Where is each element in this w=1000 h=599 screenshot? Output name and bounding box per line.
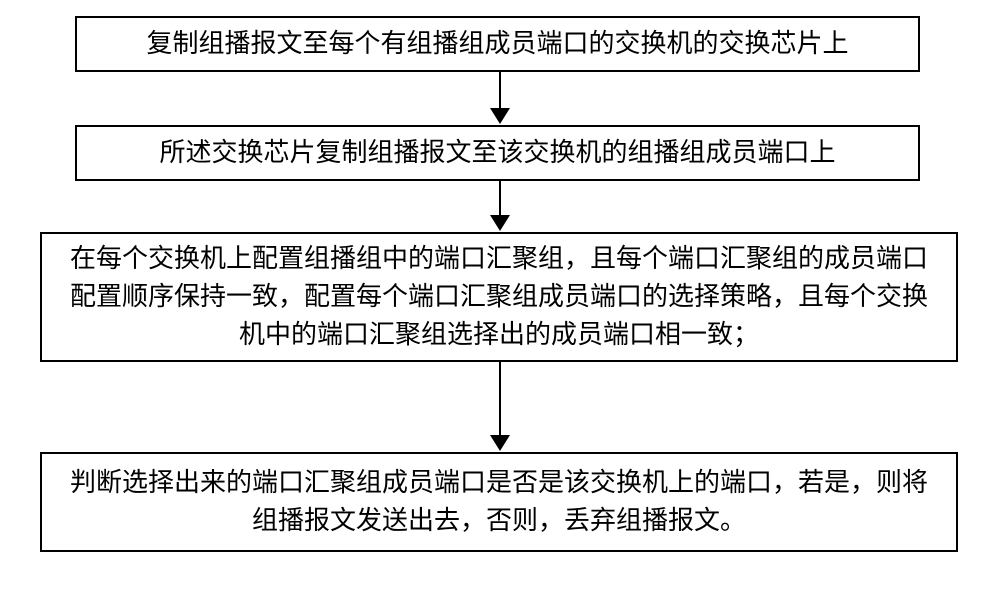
flow-arrow-1-line	[499, 72, 501, 108]
flowchart-canvas: 复制组播报文至每个有组播组成员端口的交换机的交换芯片上 所述交换芯片复制组播报文…	[0, 0, 1000, 599]
flow-node-1: 复制组播报文至每个有组播组成员端口的交换机的交换芯片上	[75, 16, 920, 72]
flow-node-2: 所述交换芯片复制组播报文至该交换机的组播组成员端口上	[75, 125, 920, 181]
flow-node-2-label: 所述交换芯片复制组播报文至该交换机的组播组成员端口上	[159, 134, 835, 172]
flow-arrow-3-line	[499, 362, 501, 435]
flow-node-3-label: 在每个交换机上配置组播组中的端口汇聚组，且每个端口汇聚组的成员端口配置顺序保持一…	[60, 240, 938, 353]
flow-arrow-1-head	[490, 108, 510, 124]
flow-arrow-2-line	[499, 181, 501, 215]
flow-node-1-label: 复制组播报文至每个有组播组成员端口的交换机的交换芯片上	[146, 25, 848, 63]
flow-node-3: 在每个交换机上配置组播组中的端口汇聚组，且每个端口汇聚组的成员端口配置顺序保持一…	[40, 232, 958, 362]
flow-node-4-label: 判断选择出来的端口汇聚组成员端口是否是该交换机上的端口，若是，则将组播报文发送出…	[60, 464, 938, 539]
flow-arrow-2-head	[490, 215, 510, 231]
flow-arrow-3-head	[490, 435, 510, 451]
flow-node-4: 判断选择出来的端口汇聚组成员端口是否是该交换机上的端口，若是，则将组播报文发送出…	[40, 452, 958, 552]
